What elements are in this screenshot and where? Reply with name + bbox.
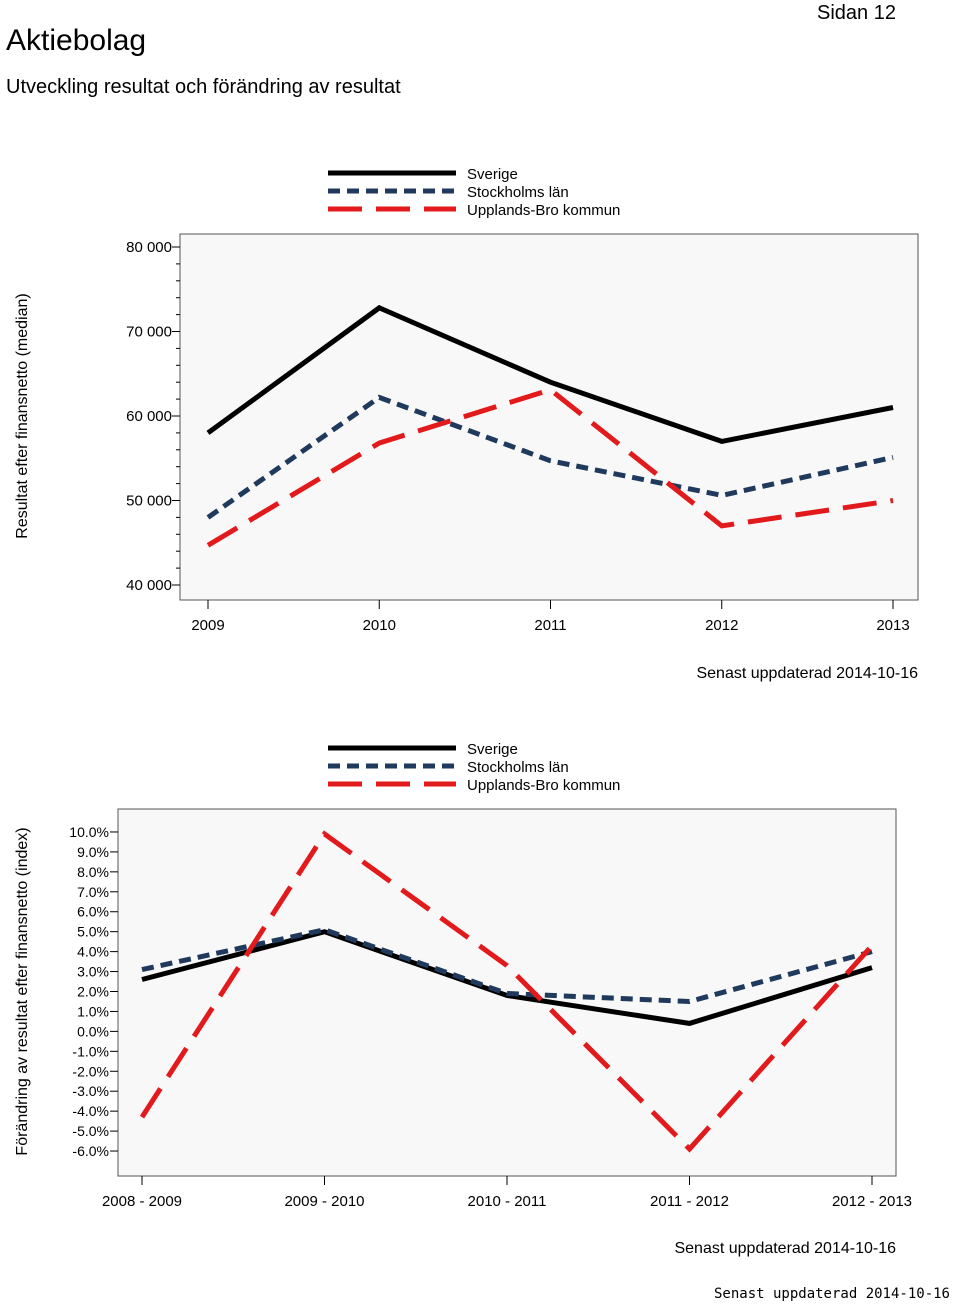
- legend-label-stockholms-lan: Stockholms län: [467, 184, 569, 201]
- updated-footer: Senast uppdaterad 2014-10-16: [713, 1286, 950, 1302]
- y-tick-label: 50 000: [126, 493, 172, 510]
- x-tick-label: 2009 - 2010: [284, 1193, 364, 1210]
- legend-label-upplands-bro-kommun: Upplands-Bro kommun: [467, 202, 620, 219]
- x-tick-label: 2010: [363, 617, 396, 634]
- y-tick-label: 9.0%: [77, 844, 109, 860]
- x-tick-label: 2009: [191, 617, 224, 634]
- y-tick-label: -3.0%: [72, 1083, 109, 1099]
- y-tick-label: 5.0%: [77, 924, 109, 940]
- x-tick-label: 2010 - 2011: [468, 1193, 547, 1210]
- y-tick-label: 3.0%: [77, 964, 109, 980]
- y-axis-label: Förändring av resultat efter finansnetto…: [14, 827, 31, 1155]
- y-tick-label: 0.0%: [77, 1023, 109, 1039]
- y-tick-label: 6.0%: [77, 904, 109, 920]
- page-subtitle: Utveckling resultat och förändring av re…: [6, 76, 401, 98]
- y-tick-label: 8.0%: [77, 864, 109, 880]
- y-tick-label: 4.0%: [77, 944, 109, 960]
- plot-area: [179, 233, 919, 601]
- x-tick-label: 2011 - 2012: [650, 1193, 729, 1210]
- x-tick-label: 2011: [534, 617, 566, 634]
- y-tick-label: -1.0%: [72, 1043, 109, 1059]
- legend-label-sverige: Sverige: [467, 166, 518, 183]
- legend-label-upplands-bro-kommun: Upplands-Bro kommun: [467, 777, 620, 794]
- legend-label-stockholms-lan: Stockholms län: [467, 759, 569, 776]
- x-tick-label: 2013: [876, 617, 909, 634]
- updated-note: Senast uppdaterad 2014-10-16: [696, 665, 918, 682]
- x-tick-label: 2012 - 2013: [832, 1193, 912, 1210]
- y-tick-label: 70 000: [126, 324, 172, 341]
- y-tick-label: 80 000: [126, 239, 172, 256]
- updated-note: Senast uppdaterad 2014-10-16: [674, 1240, 896, 1257]
- y-tick-label: 40 000: [126, 577, 172, 594]
- y-tick-label: 60 000: [126, 408, 172, 425]
- y-tick-label: 2.0%: [77, 984, 109, 1000]
- page-number: Sidan 12: [817, 2, 896, 24]
- y-tick-label: -6.0%: [72, 1143, 109, 1159]
- y-tick-label: -4.0%: [72, 1103, 109, 1119]
- legend-label-sverige: Sverige: [467, 741, 518, 758]
- y-tick-label: 10.0%: [69, 824, 109, 840]
- series-line-upplands-bro-kommun: [206, 387, 894, 548]
- page-title: Aktiebolag: [6, 24, 147, 57]
- plot-area: [117, 808, 897, 1177]
- y-tick-label: 1.0%: [77, 1003, 109, 1019]
- y-tick-label: -2.0%: [72, 1063, 109, 1079]
- y-tick-label: -5.0%: [72, 1123, 109, 1139]
- y-axis-label: Resultat efter finansnetto (median): [14, 293, 31, 538]
- x-tick-label: 2008 - 2009: [102, 1193, 182, 1210]
- y-tick-label: 7.0%: [77, 884, 109, 900]
- x-tick-label: 2012: [705, 617, 738, 634]
